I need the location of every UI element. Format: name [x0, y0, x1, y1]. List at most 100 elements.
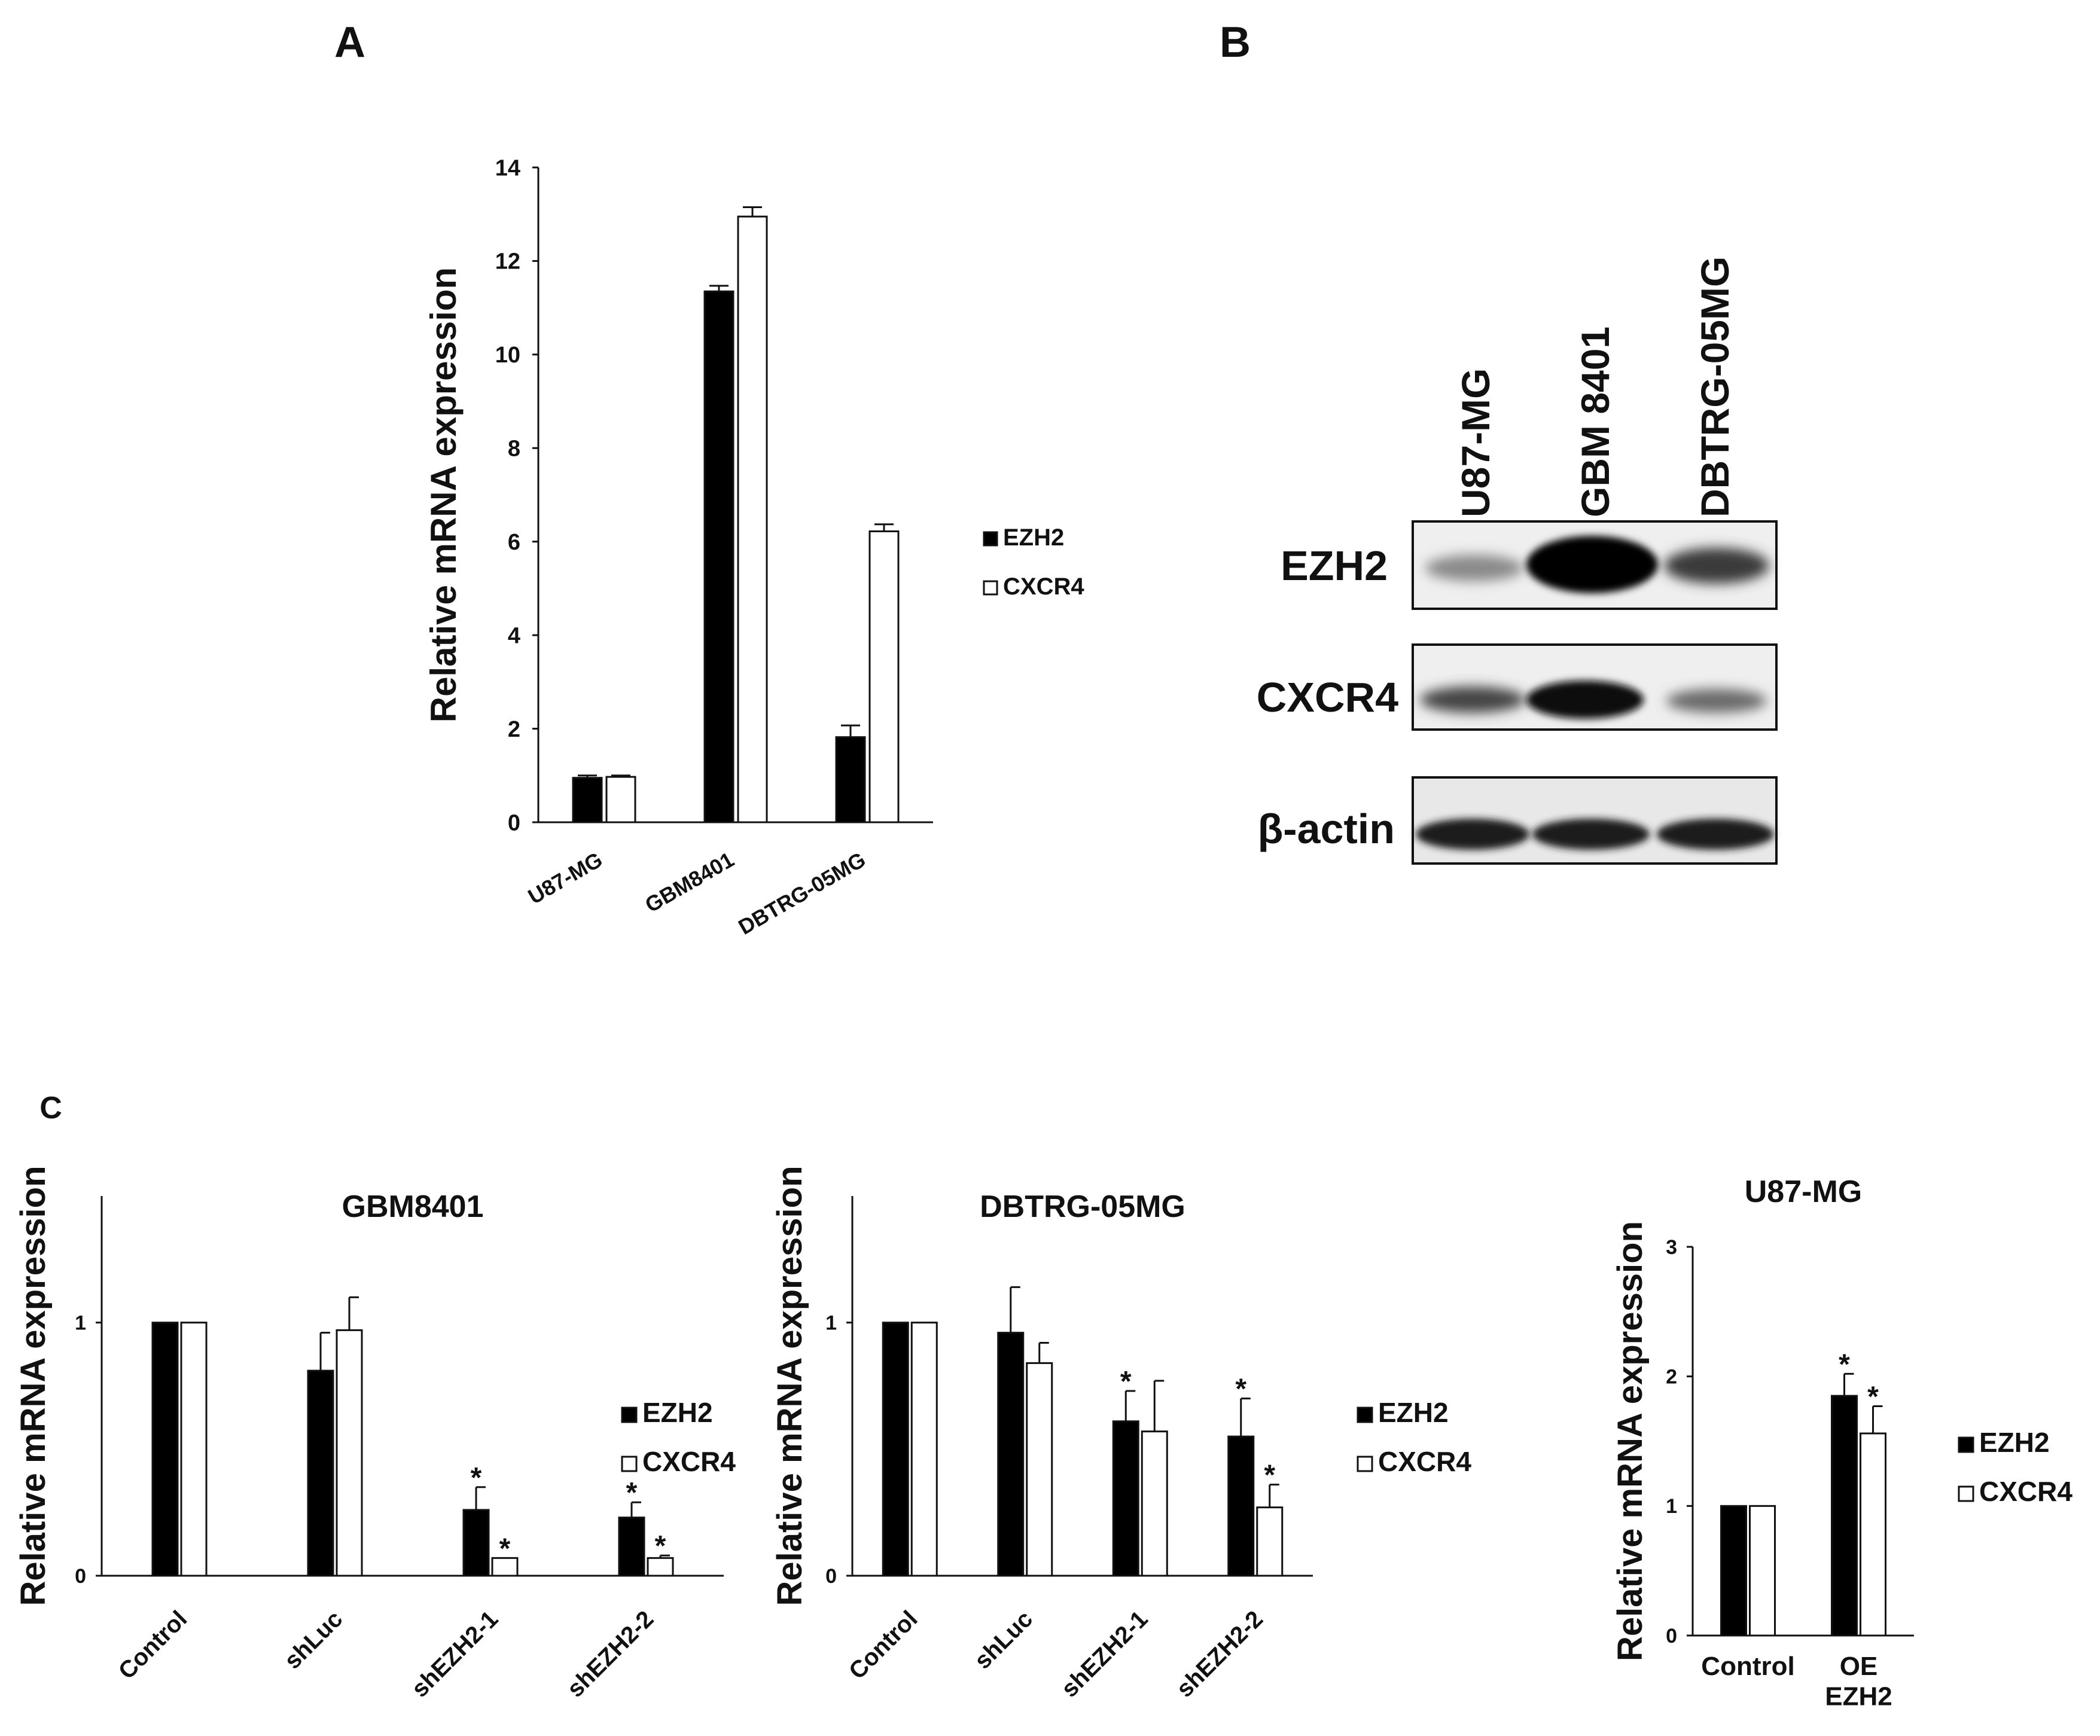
bar-ezh2: [703, 290, 734, 823]
blot-row-label-beta-actin: β-actin: [1258, 806, 1395, 852]
bar-cxcr4: [1026, 1362, 1053, 1577]
legend-swatch: [1357, 1456, 1373, 1472]
chart-a-mrna-expression: 0 2 4 6 8 10 12 14 Relative mRNA expression U87-M…: [423, 155, 1084, 939]
chart-c-dbtrg-05mg: 0 1 Relative mRNA expression DBTRG-05MG Cont…: [770, 1166, 1471, 1702]
legend-swatch: [983, 531, 998, 547]
y-tick-label: 1: [1666, 1495, 1677, 1518]
y-axis-label: Relative mRNA expression: [14, 1166, 53, 1606]
bar-ezh2: [1831, 1395, 1858, 1637]
y-tick-label: 0: [75, 1565, 86, 1588]
bar-cxcr4: [647, 1557, 674, 1577]
chart-c-u87-mg: 0 1 2 3 Relative mRNA expression U87-MG Contro…: [1611, 1174, 2072, 1711]
bar-ezh2: [462, 1509, 490, 1577]
significance-marker: *: [1235, 1374, 1246, 1405]
panel-label-c: C: [39, 1091, 62, 1125]
y-axis-label: Relative mRNA expression: [423, 267, 464, 722]
significance-marker: *: [655, 1530, 666, 1562]
x-tick-label-line: OE: [1840, 1652, 1878, 1681]
x-tick-label: shEZH2-2: [1172, 1606, 1269, 1703]
bar-cxcr4: [1141, 1430, 1168, 1577]
significance-marker: *: [626, 1477, 638, 1509]
bar-ezh2: [151, 1322, 179, 1577]
y-tick-label: 12: [495, 249, 520, 274]
bar-ezh2: [572, 777, 603, 823]
legend-swatch: [621, 1407, 638, 1423]
x-tick-label: shEZH2-1: [407, 1606, 504, 1703]
blot-band: [1420, 687, 1525, 713]
legend-swatch: [983, 580, 998, 596]
blot-strip-cxcr4: [1412, 643, 1778, 731]
blot-band: [1666, 689, 1767, 713]
x-tick-label: shEZH2-1: [1056, 1606, 1153, 1703]
x-tick-label: U87-MG: [524, 847, 606, 909]
panel-label-a: A: [334, 19, 365, 66]
blot-band: [1664, 548, 1769, 584]
legend-label: EZH2: [642, 1397, 713, 1428]
significance-marker: *: [1264, 1460, 1275, 1491]
blot-lane-label-2: GBM 8401: [1573, 327, 1617, 517]
bar-cxcr4: [910, 1322, 938, 1577]
legend-swatch: [1357, 1407, 1373, 1423]
x-tick-label: DBTRG-05MG: [734, 847, 870, 939]
x-tick-label: Control: [1701, 1652, 1794, 1681]
legend-label: CXCR4: [1378, 1446, 1471, 1477]
y-tick-label: 6: [508, 530, 520, 555]
blot-band: [1657, 819, 1774, 850]
significance-marker: *: [1839, 1348, 1850, 1380]
bar-ezh2: [997, 1332, 1025, 1577]
x-tick-label: Control: [844, 1606, 923, 1685]
significance-marker: *: [1867, 1381, 1879, 1413]
y-tick-label: 2: [508, 717, 520, 742]
blot-band: [1526, 536, 1658, 593]
y-tick-label: 10: [495, 343, 520, 368]
bar-cxcr4: [737, 215, 768, 823]
y-tick-label: 8: [508, 437, 520, 462]
x-tick-label: shLuc: [970, 1606, 1038, 1674]
blot-lane-label-1: U87-MG: [1453, 368, 1498, 517]
legend-label: CXCR4: [642, 1446, 736, 1477]
blot-strip-ezh2: [1412, 520, 1778, 610]
bar-ezh2: [835, 736, 866, 823]
bar-ezh2: [1112, 1420, 1139, 1577]
chart-title: U87-MG: [1745, 1174, 1862, 1209]
x-tick-label: GBM8401: [641, 847, 738, 917]
significance-marker: *: [1120, 1366, 1132, 1398]
blot-row-label-cxcr4: CXCR4: [1257, 674, 1398, 721]
bar-cxcr4: [1256, 1506, 1284, 1577]
bar-ezh2: [618, 1517, 645, 1577]
bar-cxcr4: [491, 1557, 519, 1577]
y-tick-label: 0: [1666, 1625, 1677, 1647]
x-tick-label: shLuc: [279, 1606, 348, 1674]
blot-strip-beta-actin: [1412, 776, 1778, 865]
bar-cxcr4: [336, 1329, 363, 1577]
legend-swatch: [1958, 1485, 1974, 1502]
legend-label: EZH2: [1003, 524, 1064, 551]
bar-cxcr4: [1749, 1505, 1776, 1637]
legend-swatch: [1958, 1436, 1974, 1453]
bar-ezh2: [1720, 1505, 1747, 1637]
x-tick-label-line: Control: [1701, 1652, 1794, 1681]
significance-marker: *: [471, 1462, 482, 1494]
western-blot: U87-MG GBM 8401 DBTRG-05MG EZH2 CXCR4 β-…: [1257, 257, 1778, 865]
blot-band: [1416, 819, 1529, 850]
y-axis-label: Relative mRNA expression: [1611, 1221, 1650, 1661]
blot-row-label-ezh2: EZH2: [1281, 542, 1388, 589]
x-tick-label: Control: [114, 1606, 193, 1685]
legend-label: CXCR4: [1003, 573, 1084, 600]
y-tick-label: 1: [75, 1312, 86, 1335]
blot-lane-label-3: DBTRG-05MG: [1693, 257, 1737, 517]
bar-ezh2: [882, 1322, 909, 1577]
legend-swatch: [621, 1456, 638, 1472]
y-tick-label: 4: [508, 623, 520, 648]
legend-label: CXCR4: [1979, 1476, 2072, 1507]
blot-band: [1532, 819, 1650, 850]
significance-marker: *: [499, 1533, 511, 1564]
blot-band: [1425, 555, 1523, 581]
y-tick-label: 2: [1666, 1366, 1677, 1389]
bar-cxcr4: [180, 1322, 208, 1577]
y-tick-label: 0: [508, 810, 520, 835]
y-tick-label: 0: [825, 1565, 837, 1588]
bar-cxcr4: [605, 776, 636, 823]
y-tick-label: 3: [1666, 1236, 1677, 1259]
